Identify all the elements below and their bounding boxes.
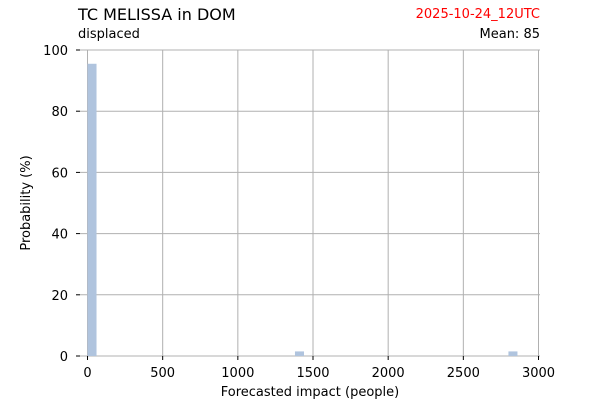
y-tick-label: 80: [51, 105, 68, 120]
y-tick-label: 0: [60, 350, 68, 365]
chart-subtitle: displaced: [78, 27, 140, 42]
x-axis-ticks: 0 500 1000 1500 2000 2500 3000: [83, 356, 555, 381]
histogram-bar: [87, 63, 97, 357]
y-axis-label: Probability (%): [19, 155, 34, 250]
y-axis-ticks: 0 20 40 60 80 100: [43, 44, 80, 365]
x-tick-label: 1500: [296, 366, 329, 381]
x-tick-label: 0: [83, 366, 91, 381]
histogram-bar: [508, 351, 518, 356]
x-tick-label: 2500: [447, 366, 480, 381]
chart-title: TC MELISSA in DOM: [78, 5, 236, 24]
histogram-bars: [87, 63, 518, 357]
x-axis-label: Forecasted impact (people): [221, 385, 399, 400]
x-tick-label: 2000: [372, 366, 405, 381]
mean-value: Mean: 85: [479, 27, 540, 42]
y-tick-label: 20: [51, 289, 68, 304]
y-tick-label: 60: [51, 166, 68, 181]
histogram-bar: [294, 351, 304, 356]
x-tick-label: 1000: [221, 366, 254, 381]
x-tick-label: 500: [150, 366, 175, 381]
y-tick-label: 40: [51, 228, 68, 243]
forecast-date: 2025-10-24_12UTC: [415, 7, 540, 22]
y-tick-label: 100: [43, 44, 68, 59]
grid-lines: [80, 49, 540, 357]
x-tick-label: 3000: [522, 366, 555, 381]
